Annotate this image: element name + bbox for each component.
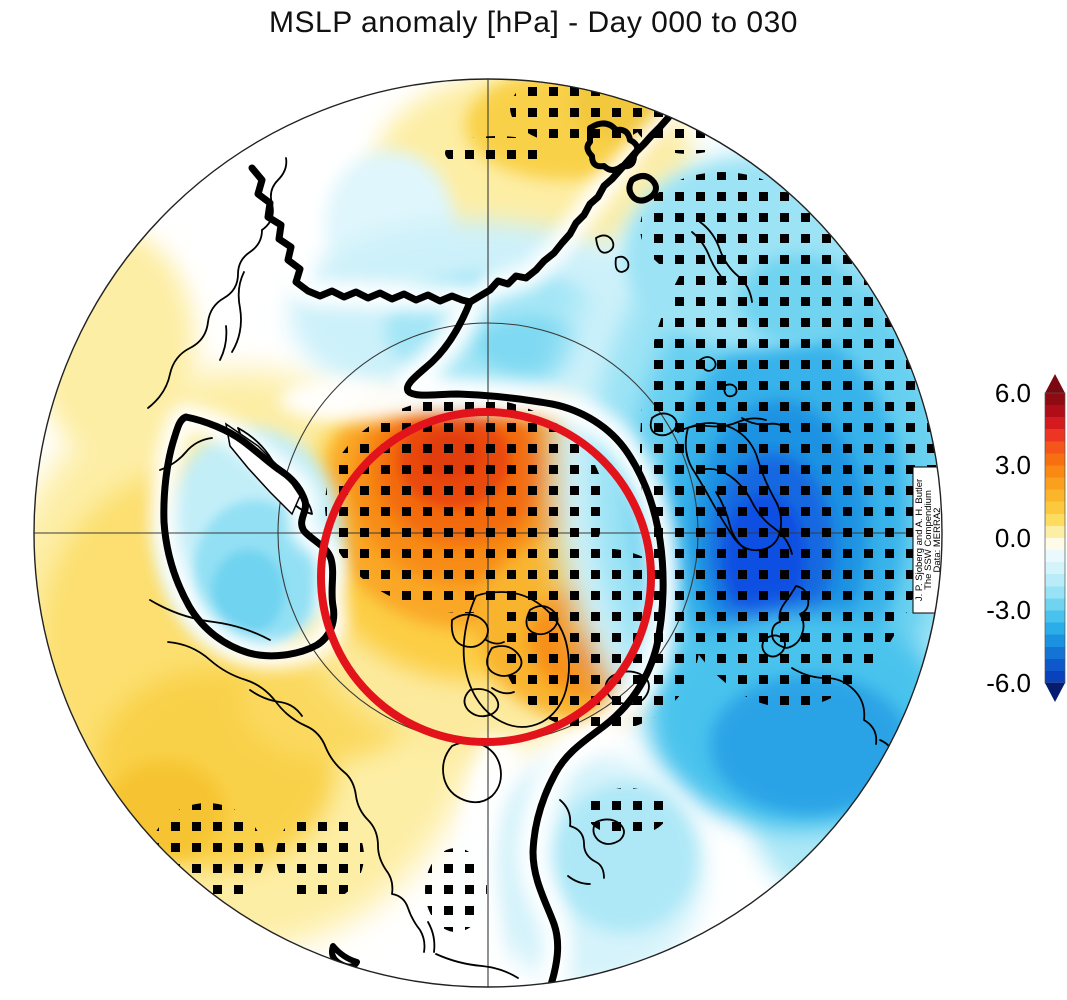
colorbar-gradient-bar — [1044, 392, 1066, 684]
coastlines — [147, 157, 900, 979]
colorbar-arrow-bottom — [1045, 683, 1065, 702]
colorbar-tick-3: 3.0 — [995, 450, 1031, 480]
attribution-line-3: Data: MERRA2 — [932, 508, 943, 573]
page-title: MSLP anomaly [hPa] - Day 000 to 030 — [269, 6, 798, 39]
map-boundary-circle — [33, 78, 943, 988]
colorbar-tick-0: 0.0 — [995, 523, 1031, 553]
colorbar-arrow-top — [1045, 374, 1065, 393]
colorbar-tick-neg3: -3.0 — [986, 595, 1031, 625]
red-polar-cap-circle — [317, 408, 655, 746]
map-area: J. P. Sjoberg and A. H. Butler The SSW C… — [34, 79, 943, 987]
colorbar-tick-6: 6.0 — [995, 378, 1031, 408]
attribution-line-1: J. P. Sjoberg and A. H. Butler — [914, 479, 925, 601]
colorbar: 6.0 3.0 0.0 -3.0 -6.0 — [986, 374, 1066, 702]
attribution-box: J. P. Sjoberg and A. H. Butler The SSW C… — [912, 466, 943, 614]
colorbar-tick-neg6: -6.0 — [986, 668, 1031, 698]
zero-contour — [160, 80, 698, 987]
significance-stippling — [150, 79, 940, 932]
attribution-line-2: The SSW Compendium — [923, 490, 934, 590]
